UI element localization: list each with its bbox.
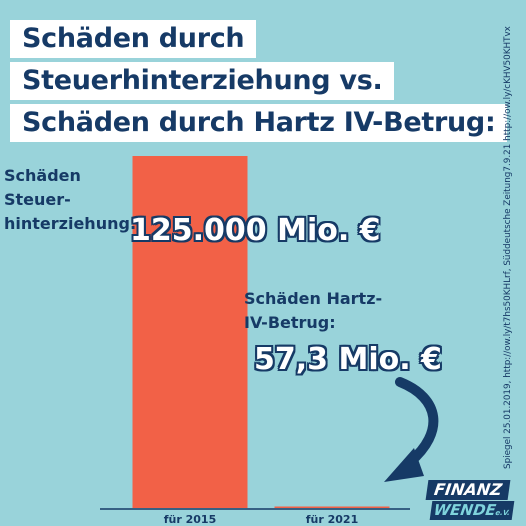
finanzwende-logo: FINANZ WENDEe.V. (425, 480, 515, 520)
logo-wende-text: WENDE (432, 501, 498, 519)
label-steuer-line-3: hinterziehung: (4, 214, 137, 233)
label-steuer-line-2: Steuer- (4, 190, 71, 209)
logo-word-finanz: FINANZ (425, 480, 511, 500)
x-tick-label-2015: für 2015 (164, 513, 217, 526)
label-hartz-iv-betrug: Schäden Hartz- IV-Betrug: (244, 287, 382, 335)
label-steuer-line-1: Schäden (4, 166, 81, 185)
label-hartz-line-1: Schäden Hartz- (244, 289, 383, 308)
label-steuerhinterziehung: Schäden Steuer- hinterziehung: (4, 164, 136, 236)
source-citation: Spiegel 25.01.2019, http://ow.ly/t7hs50K… (503, 26, 513, 469)
title-line-1: Schäden durch (10, 20, 257, 58)
bar-2015 (132, 156, 248, 508)
x-tick-label-2021: für 2021 (306, 513, 359, 526)
value-label-steuerhinterziehung: 125.000 Mio. € (130, 213, 381, 248)
logo-ev-suffix: e.V. (494, 509, 511, 517)
bar-2021 (274, 506, 390, 508)
logo-word-wende: WENDEe.V. (429, 501, 515, 520)
title-line-3: Schäden durch Hartz IV-Betrug: (10, 104, 508, 142)
label-hartz-line-2: IV-Betrug: (244, 313, 336, 332)
value-label-hartz-iv-betrug: 57,3 Mio. € (254, 342, 442, 377)
title-line-2: Steuerhinterziehung vs. (10, 62, 395, 100)
